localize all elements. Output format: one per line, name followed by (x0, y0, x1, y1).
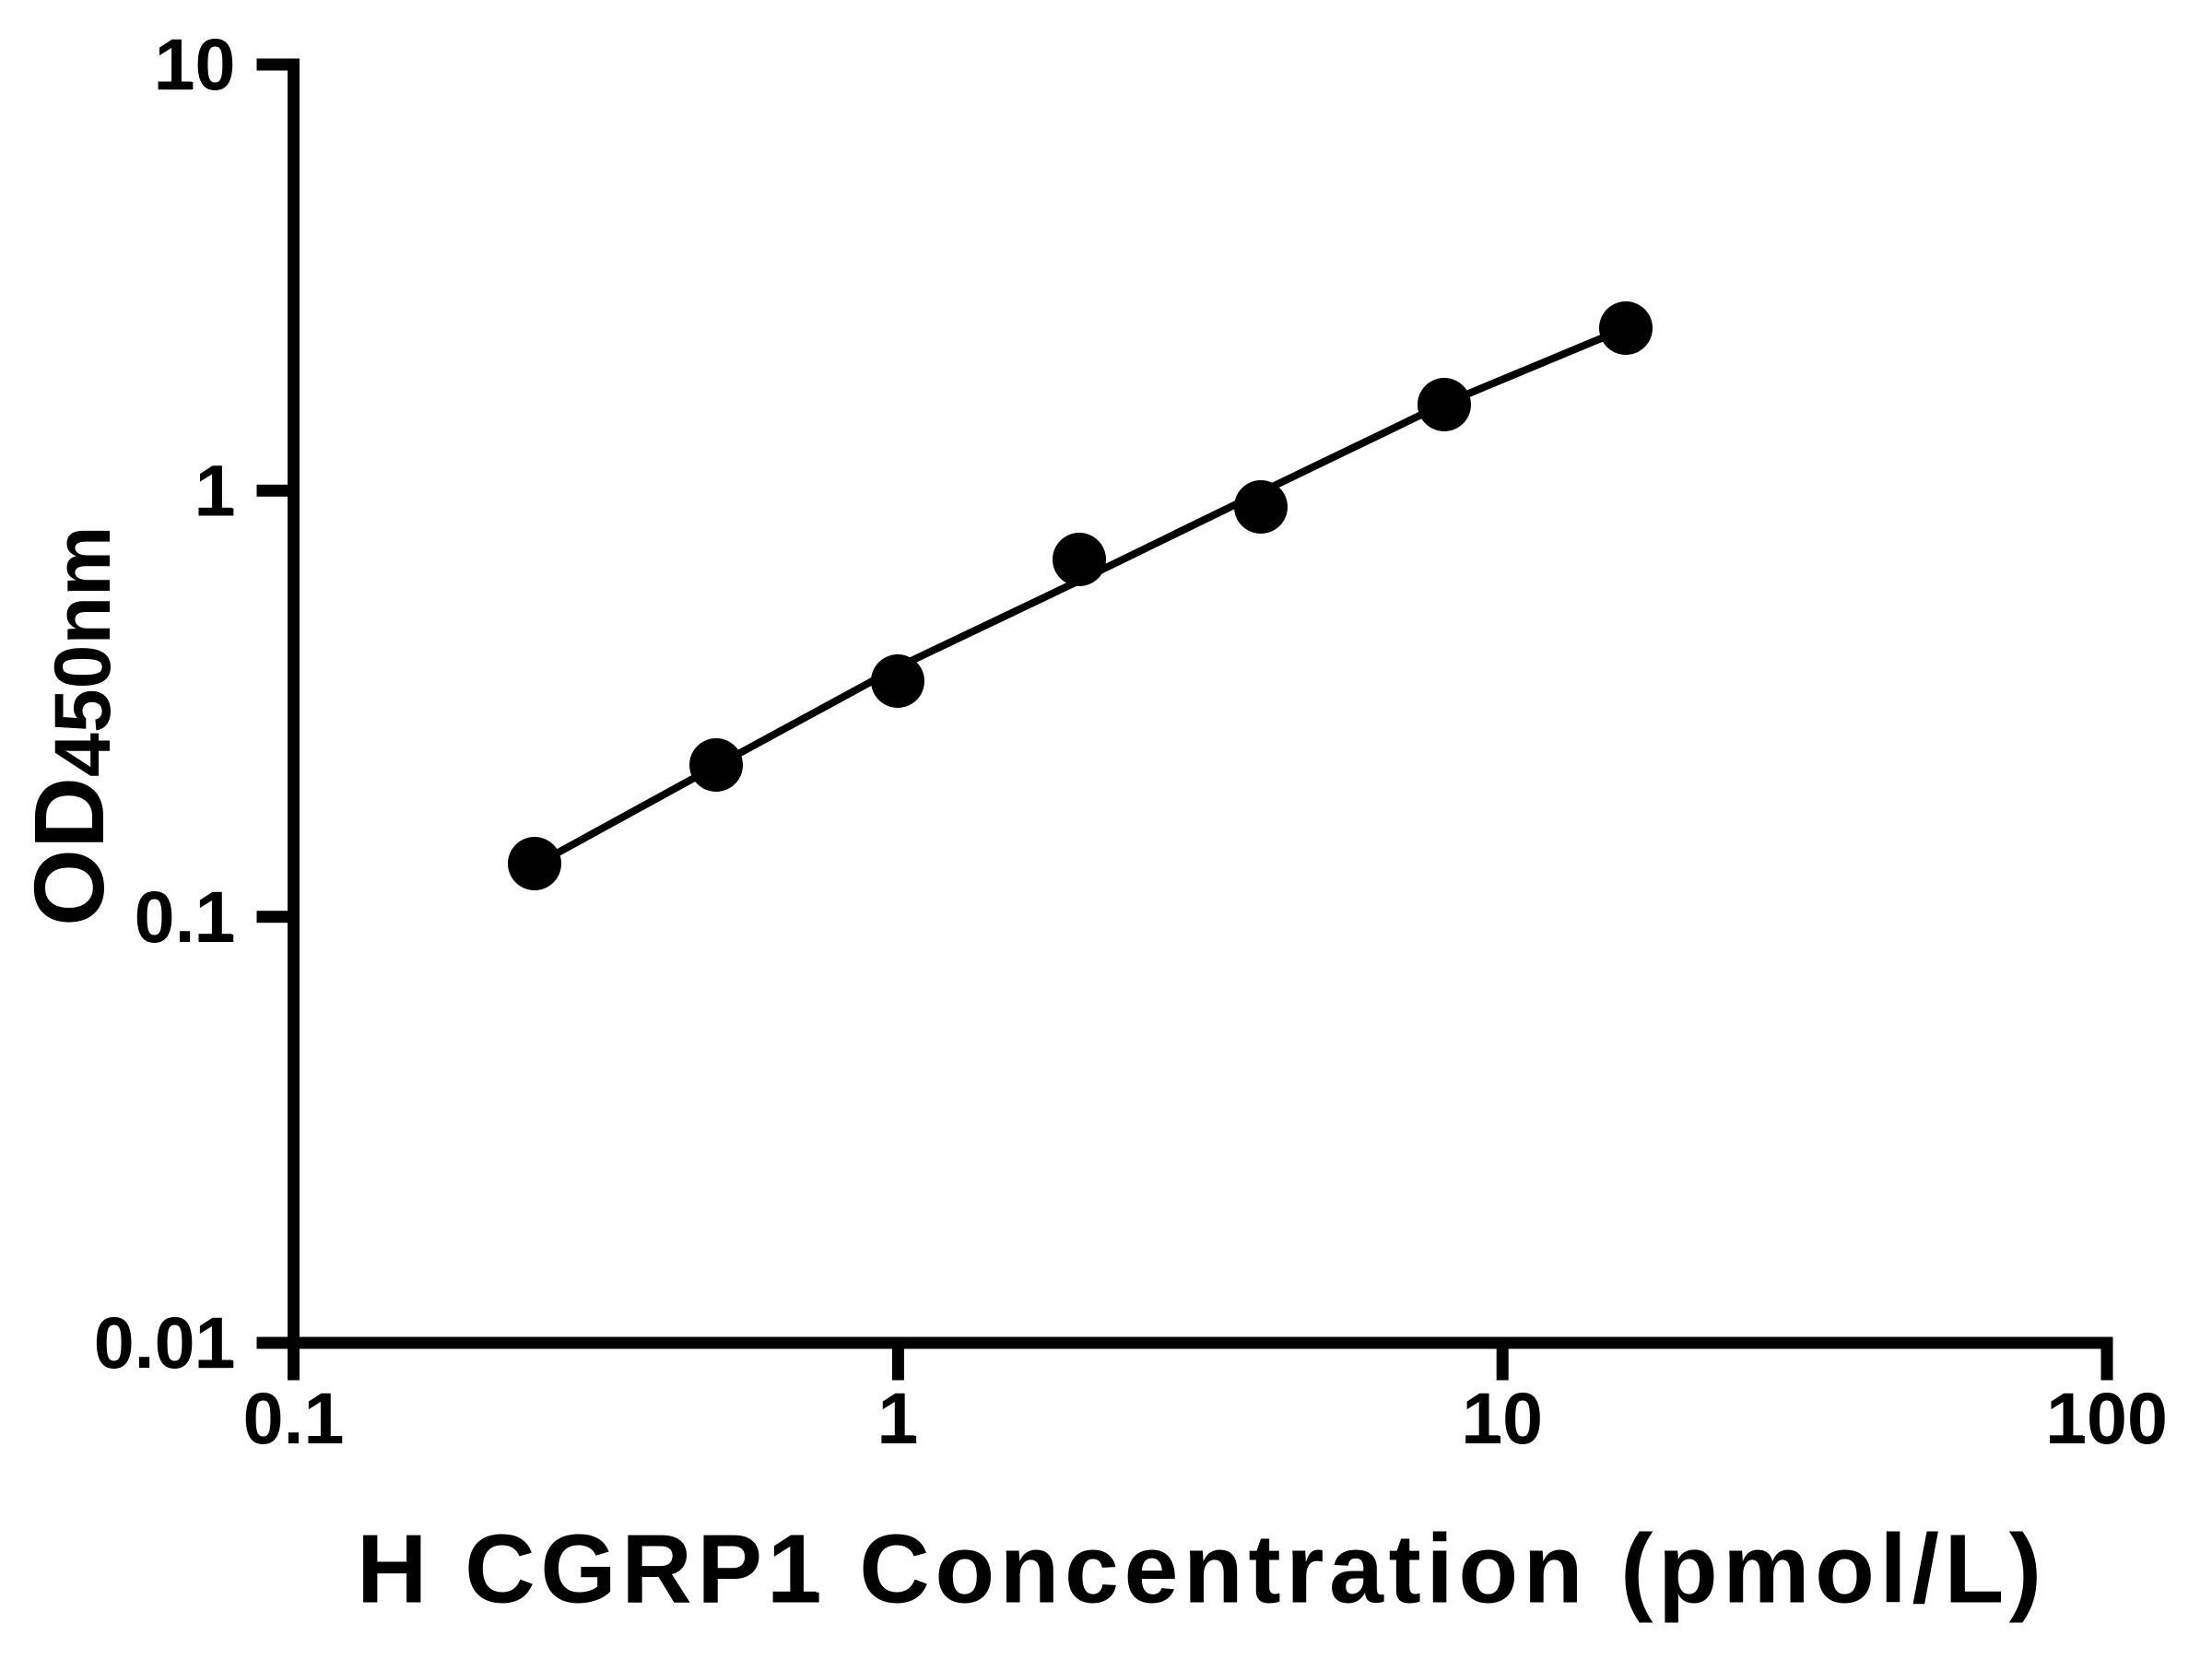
svg-text:1: 1 (877, 1377, 918, 1459)
svg-text:0.01: 0.01 (94, 1301, 236, 1383)
svg-text:100: 100 (2046, 1377, 2168, 1459)
svg-text:0.1: 0.1 (135, 876, 236, 958)
svg-text:H CGRP1 Concentration (pmol/L): H CGRP1 Concentration (pmol/L) (357, 1515, 2047, 1624)
svg-text:10: 10 (1462, 1377, 1543, 1459)
svg-text:0.1: 0.1 (243, 1377, 345, 1459)
svg-text:1: 1 (195, 450, 236, 532)
svg-text:10: 10 (155, 23, 236, 105)
